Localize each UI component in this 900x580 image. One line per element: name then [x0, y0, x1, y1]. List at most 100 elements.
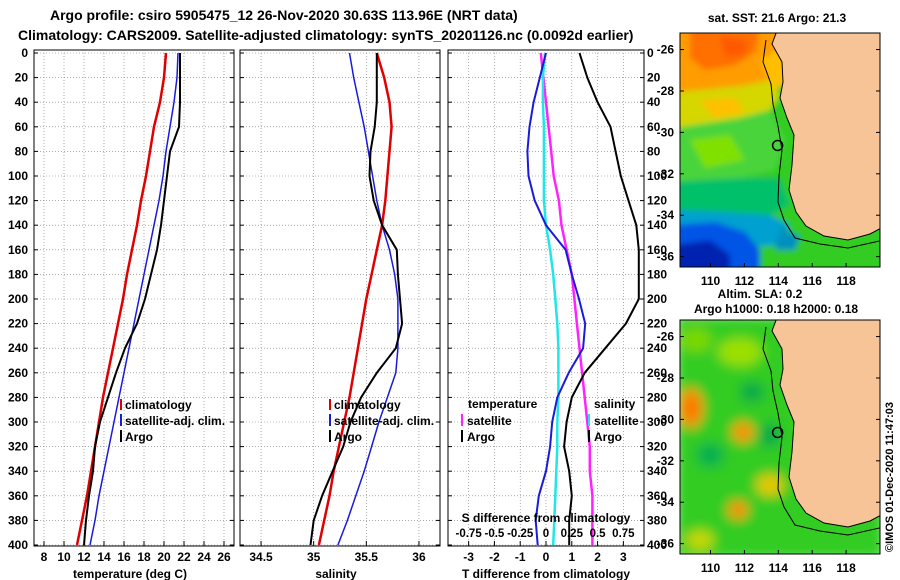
series-satellite-adj-clim-	[337, 52, 399, 546]
depth-tick-label: 380	[8, 513, 28, 527]
legend-label-t-argo: Argo	[467, 430, 495, 444]
depth-tick-label-right: 120	[647, 194, 667, 208]
depth-tick-label: 240	[8, 341, 28, 355]
depth-tick-label: 20	[15, 71, 29, 85]
x-tick-label: 35.5	[355, 550, 379, 564]
lon-tick-label: 112	[735, 561, 755, 575]
x-tick-label: 10	[57, 550, 71, 564]
salinity-panel: 34.5 35 35.5 36 climatology satellite-adj. …	[239, 49, 441, 580]
depth-tick-label: 400	[8, 538, 28, 552]
depth-tick-label-right: 240	[647, 341, 667, 355]
isobath-line	[762, 326, 880, 536]
x-tick-label: 14	[97, 550, 111, 564]
legend-label-argo: Argo	[334, 430, 362, 444]
difference-grid	[448, 50, 644, 546]
x-tick-label: 18	[137, 550, 151, 564]
lat-tick-label: -26	[657, 330, 675, 344]
legend-label-climatology: climatology	[125, 398, 192, 412]
depth-tick-label-right: 260	[647, 366, 667, 380]
depth-tick-label-right: 360	[647, 489, 667, 503]
depth-tick-label: 260	[8, 366, 28, 380]
series-argo	[83, 53, 181, 546]
figure-title-line2: Climatology: CARS2009. Satellite-adjuste…	[18, 27, 633, 43]
depth-tick-label: 160	[8, 243, 28, 257]
temperature-lines	[75, 52, 181, 546]
depth-tick-label: 80	[15, 144, 29, 158]
salinity-lines	[309, 52, 404, 546]
temperature-x-label: temperature (deg C)	[73, 567, 187, 580]
x-tick-label: 26	[217, 550, 231, 564]
series-satellite-adj-clim-	[89, 52, 179, 546]
series-s-argo	[526, 52, 587, 546]
depth-tick-label: 340	[8, 464, 28, 478]
lat-tick-label: -30	[657, 412, 675, 426]
sst-map-lon-ticks: 110 112 114 116 118	[701, 263, 856, 288]
x-tick-label: 8	[41, 550, 48, 564]
series-climatology	[75, 52, 168, 546]
lat-tick-label: -32	[657, 454, 675, 468]
lon-tick-label: 118	[836, 561, 856, 575]
sla-map-title: Altim. SLA: 0.2	[718, 287, 803, 301]
depth-tick-label-right: 340	[647, 464, 667, 478]
s-diff-tick-label: -0.75	[456, 528, 483, 540]
land-mass	[771, 320, 880, 528]
temperature-panel: 8 10 12 14 16 18 20 22 24 26 climatology satellit…	[33, 49, 235, 580]
s-diff-tick-label: -0.5	[485, 528, 505, 540]
s-difference-title: S difference from climatology	[462, 511, 631, 525]
sst-map-lat-ticks: -26 -28 -30 -32 -34 -36	[657, 43, 880, 264]
legend-label-s-argo: Argo	[594, 430, 622, 444]
difference-panel: -3 -2 -1 0 1 2 3 temperature satellite Argo sa…	[447, 49, 645, 580]
sla-map: Altim. SLA: 0.2 Argo h1000: 0.18 h2000: …	[657, 287, 881, 575]
x-tick-label: 36	[412, 550, 426, 564]
salinity-x-ticks: 34.5 35 35.5 36	[249, 541, 426, 564]
lon-tick-label: 110	[701, 561, 721, 575]
s-diff-tick-label: -0.25	[507, 528, 534, 540]
lon-tick-label: 118	[836, 274, 856, 288]
salinity-grid	[240, 50, 440, 546]
x-tick-label: 22	[177, 550, 191, 564]
salinity-legend: climatology satellite-adj. clim. Argo	[329, 398, 434, 444]
sst-map-title: sat. SST: 21.6 Argo: 21.3	[708, 11, 847, 25]
salinity-x-label: salinity	[315, 567, 357, 580]
depth-tick-label-right: 0	[647, 46, 654, 60]
depth-tick-label-right: 60	[647, 120, 661, 134]
difference-legend: temperature satellite Argo salinity sate…	[461, 397, 639, 444]
depth-tick-label-right: 320	[647, 440, 667, 454]
s-diff-tick-label: 0.5	[590, 528, 607, 540]
figure-title-line1: Argo profile: csiro 5905475_12 26-Nov-20…	[50, 7, 518, 23]
series-t-satellite	[539, 52, 594, 545]
depth-tick-label-right: 40	[647, 95, 661, 109]
legend-label-s-satellite: satellite	[594, 414, 639, 428]
legend-title-salinity: salinity	[594, 397, 636, 411]
sla-map-lat-ticks: -26 -28 -30 -32 -34 -36	[657, 330, 880, 551]
depth-tick-label-right: 380	[647, 513, 667, 527]
legend-label-satellite: satellite-adj. clim.	[125, 414, 225, 428]
s-diff-tick-label: 0.25	[561, 528, 584, 540]
x-tick-label: 2	[594, 550, 601, 564]
lon-tick-label: 110	[701, 274, 721, 288]
x-tick-label: 3	[620, 550, 627, 564]
depth-tick-label-right: 140	[647, 218, 667, 232]
difference-lines	[526, 52, 640, 546]
depth-tick-label-right: 400	[647, 538, 667, 552]
x-tick-label: 24	[197, 550, 211, 564]
legend-label-satellite: satellite-adj. clim.	[334, 414, 434, 428]
lat-tick-label: -28	[657, 371, 675, 385]
lat-tick-label: -30	[657, 125, 675, 139]
x-tick-label: 20	[157, 550, 171, 564]
depth-tick-label: 300	[8, 415, 28, 429]
s-diff-tick-label: 0.75	[612, 528, 635, 540]
depth-tick-label-right: 200	[647, 292, 667, 306]
lat-tick-label: -34	[657, 495, 675, 509]
depth-tick-label: 40	[15, 95, 29, 109]
depth-tick-label: 180	[8, 267, 28, 281]
depth-tick-label: 140	[8, 218, 28, 232]
legend-label-climatology: climatology	[334, 398, 401, 412]
depth-tick-label-right: 80	[647, 144, 661, 158]
legend-label-t-satellite: satellite	[467, 414, 512, 428]
depth-tick-label: 360	[8, 489, 28, 503]
lon-tick-label: 116	[803, 561, 823, 575]
isobath-line	[762, 39, 880, 249]
depth-tick-label: 0	[21, 46, 28, 60]
depth-tick-label-right: 300	[647, 415, 667, 429]
